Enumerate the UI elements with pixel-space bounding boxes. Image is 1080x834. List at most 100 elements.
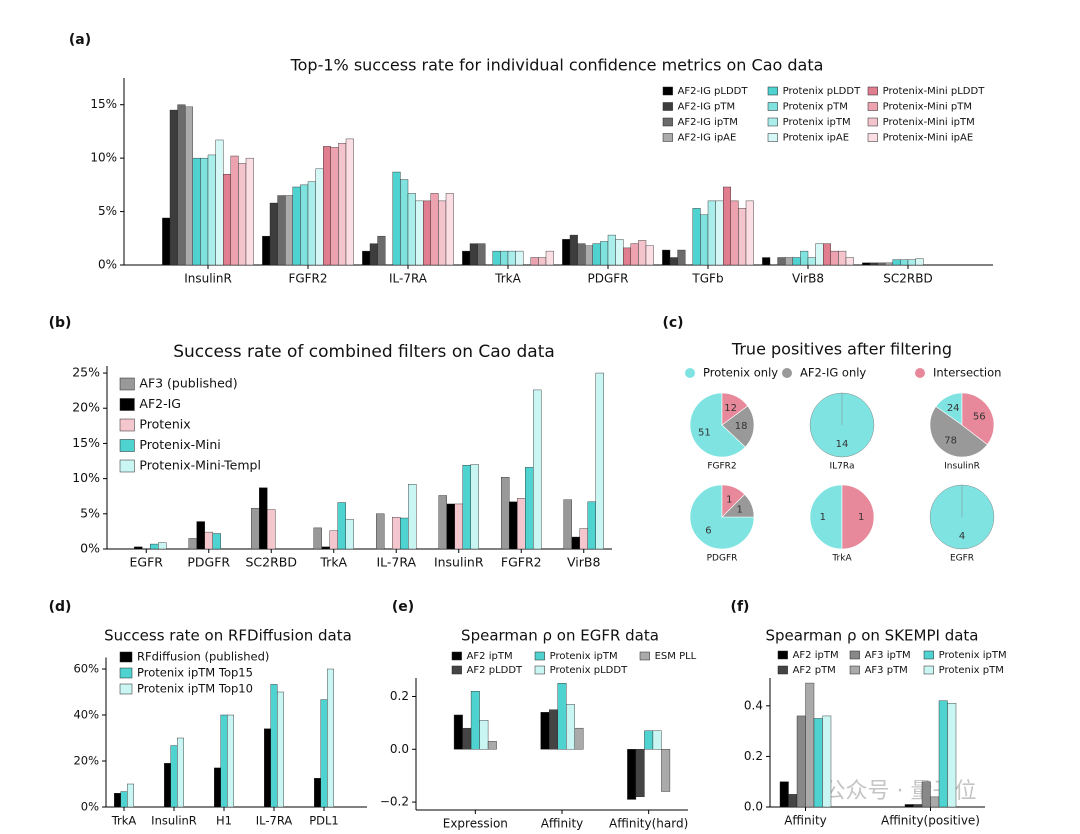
x-tick-label: TrkA	[319, 555, 347, 570]
bar	[838, 250, 847, 266]
bar	[549, 709, 558, 750]
bar	[245, 157, 254, 266]
x-tick-label: Affinity(positive)	[881, 814, 980, 828]
bar	[515, 250, 524, 266]
panel-label: (d)	[49, 599, 72, 615]
bar	[645, 245, 654, 266]
bar	[227, 714, 234, 808]
bar	[877, 262, 886, 266]
bar	[438, 495, 447, 550]
pie-name: InsulinR	[944, 462, 980, 472]
bar	[315, 168, 324, 266]
bar	[320, 699, 328, 808]
slice-label: 1	[820, 512, 826, 523]
y-tick-label: 60%	[73, 662, 99, 676]
chart-title: Spearman ρ on EGFR data	[461, 627, 659, 645]
pie-name: TrkA	[831, 554, 852, 564]
bar	[707, 200, 716, 266]
x-tick-label: PDGFR	[187, 555, 230, 570]
legend-label: Protenix	[139, 417, 190, 432]
bar	[579, 528, 588, 550]
legend-swatch	[867, 117, 878, 127]
chart-title: True positives after filtering	[731, 340, 952, 359]
pie-name: FGFR2	[707, 462, 736, 472]
y-tick-label: 20%	[73, 754, 99, 768]
y-tick-label: 20%	[72, 400, 100, 415]
slice-label: 12	[724, 403, 737, 414]
slice-label: 1	[726, 494, 732, 505]
bar	[487, 741, 497, 750]
chart-title: Success rate of combined filters on Cao …	[173, 342, 555, 362]
legend-swatch	[867, 86, 878, 96]
bar	[623, 247, 632, 266]
pie-slice	[721, 484, 746, 518]
slice-label: 51	[698, 428, 711, 439]
legend-label: Protenix ipTM	[939, 650, 1007, 661]
bar	[362, 250, 371, 266]
bar	[330, 147, 339, 266]
legend-swatch	[662, 102, 673, 111]
bar	[462, 250, 471, 266]
slice-label: 14	[836, 439, 849, 450]
legend-swatch	[119, 459, 135, 473]
bar	[462, 465, 471, 550]
bar	[177, 737, 184, 808]
pie-slice	[721, 392, 749, 426]
legend-swatch	[662, 117, 673, 127]
bar	[538, 257, 547, 266]
bar	[407, 193, 416, 266]
legend-label: ESM PLL	[655, 651, 697, 662]
bar	[292, 186, 301, 266]
bar	[215, 139, 224, 266]
legend-label: Protenix ipTM	[550, 651, 618, 662]
x-tick-label: IL-7RA	[376, 555, 416, 570]
bar	[222, 173, 231, 266]
legend-swatch	[849, 650, 860, 660]
bar	[323, 146, 332, 266]
x-tick-label: FGFR2	[501, 555, 542, 570]
bar	[188, 538, 197, 550]
slice-label: 78	[944, 435, 957, 446]
bar	[830, 250, 839, 266]
legend-swatch	[767, 102, 778, 111]
slice-label: 1	[858, 512, 864, 523]
legend-marker	[782, 368, 792, 378]
bar	[500, 250, 509, 266]
bar	[164, 763, 171, 808]
bar	[562, 239, 571, 266]
x-tick-label: TrkA	[494, 272, 521, 286]
bar	[453, 714, 463, 750]
bar	[595, 372, 604, 550]
bar	[530, 257, 539, 266]
slice-label: 6	[705, 526, 711, 537]
bar	[400, 179, 409, 266]
bar	[220, 714, 228, 808]
y-tick-label: 0.2	[390, 689, 409, 703]
y-tick-label: 0.0	[390, 742, 409, 756]
legend-label: AF2-IG pLDDT	[678, 86, 749, 97]
bar	[574, 727, 584, 750]
bar	[635, 749, 645, 798]
y-tick-label: 5%	[98, 204, 117, 218]
bar	[517, 498, 526, 550]
legend-swatch	[534, 665, 545, 675]
x-tick-label: SC2RBD	[245, 555, 297, 570]
bar	[644, 730, 654, 750]
bar	[652, 730, 662, 750]
y-tick-label: 10%	[72, 470, 100, 485]
legend-swatch	[662, 86, 673, 96]
x-tick-label: VirB8	[792, 272, 824, 286]
legend-label: Protenix only	[703, 366, 778, 380]
x-tick-label: IL-7RA	[256, 814, 293, 828]
y-tick-label: 40%	[73, 708, 99, 722]
bar	[470, 464, 479, 550]
bar	[592, 243, 601, 266]
pie-name: EGFR	[950, 554, 974, 564]
y-tick-label: 0.2	[744, 749, 763, 763]
bar	[300, 184, 309, 266]
bar	[904, 804, 914, 808]
pie-slice	[929, 406, 988, 458]
bar	[158, 542, 167, 550]
bar	[792, 257, 801, 266]
